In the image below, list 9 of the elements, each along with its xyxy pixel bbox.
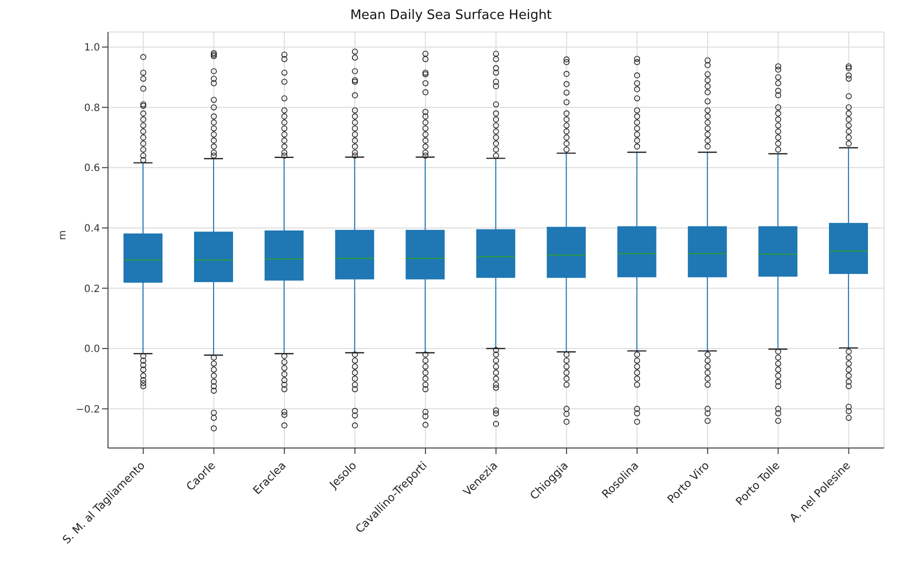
y-tick-label: 0.0 [84, 344, 100, 356]
y-tick-label: 0.6 [84, 163, 100, 174]
y-axis-title: m [58, 230, 69, 240]
y-tick-label: −0.2 [76, 404, 100, 416]
chart-title: Mean Daily Sea Surface Height [349, 8, 553, 25]
y-tick-label: 0.2 [84, 284, 100, 295]
y-tick-label: 0.8 [84, 102, 100, 114]
y-tick-label: 0.4 [84, 223, 100, 234]
y-tick-label: 1.0 [84, 42, 100, 54]
